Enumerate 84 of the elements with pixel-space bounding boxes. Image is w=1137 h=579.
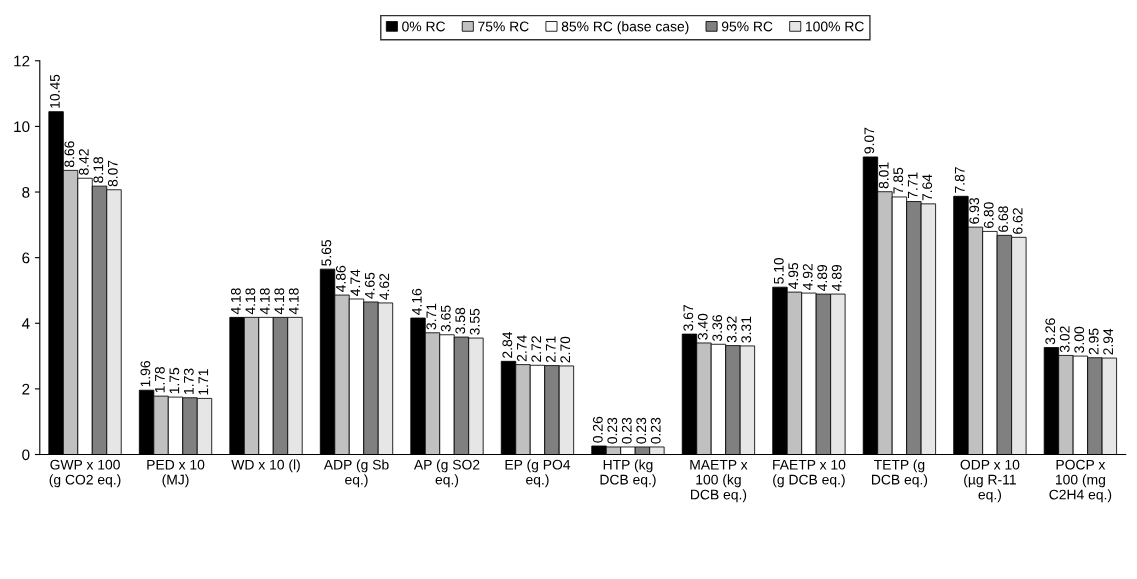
- data-label: 3.65: [440, 305, 451, 332]
- data-label: 8.07: [107, 160, 118, 187]
- data-label: 2.94: [1103, 328, 1114, 355]
- y-tick-label: 2: [22, 383, 30, 395]
- data-label: 3.71: [426, 303, 437, 330]
- x-tick-label: FAETP x 10 (g DCB eq.): [773, 459, 846, 488]
- data-label: 2.95: [1088, 328, 1099, 355]
- data-label: 3.02: [1059, 326, 1070, 353]
- data-label: 4.18: [245, 288, 256, 315]
- data-label: 6.80: [983, 202, 994, 228]
- y-tick-label: 10: [14, 121, 30, 133]
- legend-label: 75% RC: [478, 21, 529, 32]
- data-label: 9.07: [864, 127, 875, 154]
- data-label: 7.64: [922, 174, 933, 201]
- y-tick-label: 6: [22, 252, 30, 264]
- data-label: 4.86: [335, 265, 346, 292]
- data-label: 8.66: [64, 141, 75, 167]
- data-label: 0.23: [636, 417, 647, 444]
- data-label: 2.72: [531, 336, 542, 362]
- data-label: 6.62: [1012, 208, 1023, 234]
- data-label: 3.67: [683, 304, 694, 331]
- y-tick-label: 12: [14, 55, 30, 67]
- data-label: 8.18: [93, 156, 104, 183]
- legend-label: 95% RC: [721, 21, 773, 32]
- data-label: 10.45: [49, 74, 60, 108]
- data-label: 3.55: [469, 308, 480, 335]
- legend-label: 100% RC: [806, 21, 864, 32]
- data-label: 1.78: [154, 366, 165, 393]
- x-tick-label: ODP x 10 (µg R-11 eq.): [960, 459, 1020, 503]
- data-label: 3.26: [1045, 318, 1056, 345]
- data-label: 2.70: [560, 336, 571, 363]
- y-tick-label: 0: [22, 449, 30, 461]
- data-label: 3.00: [1074, 326, 1085, 353]
- data-label: 0.26: [592, 416, 603, 443]
- data-label: 3.32: [726, 316, 737, 343]
- data-label: 6.93: [969, 197, 980, 224]
- data-label: 4.18: [259, 288, 270, 315]
- x-tick-label: MAETP x 100 (kg DCB eq.): [690, 459, 748, 503]
- data-label: 4.74: [350, 269, 361, 296]
- data-label: 5.65: [321, 239, 332, 266]
- data-label: 2.71: [545, 336, 556, 363]
- x-tick-label: AP (g SO2 eq.): [413, 459, 480, 488]
- data-label: 0.23: [650, 417, 661, 444]
- data-label: 4.95: [788, 262, 799, 290]
- data-label: 7.87: [954, 167, 965, 193]
- x-tick-label: EP (g PO4 eq.): [505, 459, 571, 488]
- data-label: 4.62: [379, 273, 390, 300]
- data-label: 0.23: [621, 417, 632, 444]
- x-tick-label: HTP (kg DCB eq.): [600, 459, 656, 488]
- x-tick-label: TETP (g DCB eq.): [872, 459, 928, 488]
- data-label: 2.84: [502, 331, 513, 358]
- data-label: 1.71: [198, 369, 209, 395]
- data-label: 5.10: [773, 257, 784, 284]
- data-label: 7.71: [907, 172, 918, 199]
- data-label: 4.18: [230, 288, 241, 315]
- legend-label: 0% RC: [402, 21, 446, 32]
- data-label: 8.01: [878, 162, 889, 189]
- x-tick-label: POCP x 100 (mg C2H4 eq.): [1049, 459, 1112, 503]
- x-tick-label: ADP (g Sb eq.): [323, 459, 389, 488]
- data-label: 4.92: [802, 263, 813, 290]
- data-label: 4.65: [364, 272, 375, 299]
- data-label: 4.18: [274, 288, 285, 315]
- data-label: 3.31: [741, 316, 752, 343]
- x-tick-label: GWP x 100 (g CO2 eq.): [49, 459, 121, 488]
- data-label: 8.42: [78, 149, 89, 175]
- x-tick-label: PED x 10 (MJ): [147, 459, 205, 488]
- y-tick-label: 4: [21, 318, 30, 329]
- data-label: 4.89: [831, 264, 842, 291]
- data-label: 2.74: [516, 335, 527, 362]
- y-tick-label: 8: [22, 186, 30, 198]
- data-label: 3.36: [712, 315, 723, 341]
- data-label: 4.89: [817, 264, 828, 291]
- data-label: 1.75: [169, 367, 180, 394]
- data-label: 3.40: [697, 313, 708, 340]
- data-label: 1.73: [183, 368, 194, 394]
- data-label: 6.68: [998, 206, 1009, 232]
- data-label: 4.16: [411, 288, 422, 315]
- legend-label: 85% RC (base case): [561, 21, 689, 35]
- data-label: 3.58: [455, 307, 466, 334]
- data-label: 4.18: [288, 288, 299, 315]
- data-label: 1.96: [140, 361, 151, 387]
- data-label: 0.23: [607, 417, 618, 444]
- x-tick-label: WD x 10 (l): [231, 459, 300, 473]
- data-label: 7.85: [893, 167, 904, 194]
